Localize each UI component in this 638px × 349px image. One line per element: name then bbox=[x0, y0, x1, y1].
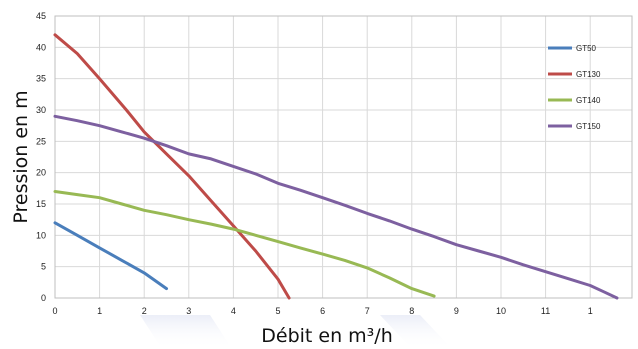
legend: GT50 GT130 GT140 GT150 bbox=[548, 44, 601, 131]
series-line-gt50 bbox=[53, 221, 168, 291]
y-tick-label: 30 bbox=[36, 105, 46, 115]
x-tick-label: 4 bbox=[231, 306, 236, 316]
y-tick-label: 5 bbox=[41, 262, 46, 272]
y-tick-label: 25 bbox=[36, 136, 46, 146]
y-tick-labels: 0 5 10 15 20 25 30 35 40 45 bbox=[36, 11, 46, 303]
y-tick-label: 45 bbox=[36, 11, 46, 21]
background-watermark bbox=[140, 315, 452, 349]
legend-label-gt140: GT140 bbox=[576, 96, 601, 105]
x-tick-label: 8 bbox=[409, 306, 414, 316]
y-tick-label: 35 bbox=[36, 74, 46, 84]
x-tick-label: 1 bbox=[97, 306, 102, 316]
x-axis-title: Débit en m³/h bbox=[261, 325, 393, 347]
y-tick-label: 15 bbox=[36, 199, 46, 209]
series-line-gt140 bbox=[53, 190, 436, 298]
x-tick-label: 1 bbox=[588, 306, 593, 316]
y-tick-label: 20 bbox=[36, 168, 46, 178]
plot-area bbox=[54, 15, 633, 299]
y-axis-title: Pression en m bbox=[10, 90, 32, 223]
series-line-gt150 bbox=[53, 114, 619, 300]
y-tick-label: 40 bbox=[36, 42, 46, 52]
legend-label-gt150: GT150 bbox=[576, 122, 601, 131]
x-tick-label: 6 bbox=[320, 306, 325, 316]
x-tick-label: 5 bbox=[275, 306, 280, 316]
x-tick-label: 11 bbox=[541, 306, 550, 316]
legend-label-gt50: GT50 bbox=[576, 44, 597, 53]
x-tick-label: 2 bbox=[142, 306, 147, 316]
x-tick-label: 7 bbox=[365, 306, 370, 316]
grid bbox=[55, 15, 632, 298]
y-tick-label: 0 bbox=[41, 293, 46, 303]
x-tick-label: 9 bbox=[454, 306, 459, 316]
series-group bbox=[53, 33, 619, 300]
x-tick-label: 0 bbox=[52, 306, 57, 316]
x-tick-labels: 0 1 2 3 4 5 6 7 8 9 10 11 1 bbox=[52, 306, 592, 316]
x-tick-label: 3 bbox=[186, 306, 191, 316]
legend-label-gt130: GT130 bbox=[576, 70, 601, 79]
series-line-gt130 bbox=[53, 33, 291, 300]
x-tick-label: 10 bbox=[496, 306, 506, 316]
y-tick-label: 10 bbox=[36, 230, 46, 240]
